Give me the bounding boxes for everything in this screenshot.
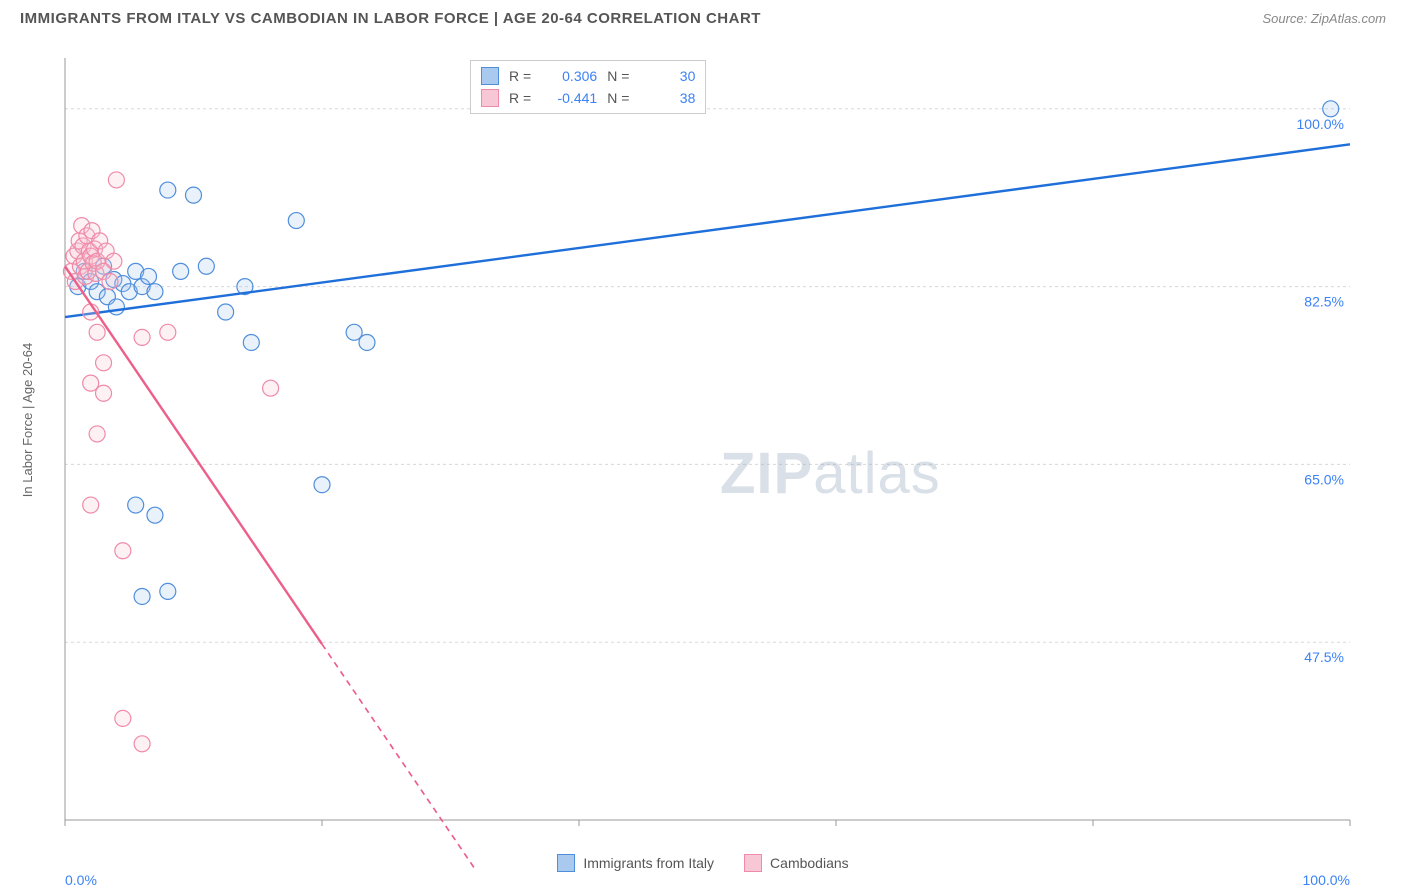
legend-label: Cambodians (770, 855, 849, 871)
n-label: N = (607, 68, 629, 84)
x-tick-label: 0.0% (65, 872, 97, 888)
chart-source: Source: ZipAtlas.com (1262, 11, 1386, 26)
n-label: N = (607, 90, 629, 106)
chart-header: IMMIGRANTS FROM ITALY VS CAMBODIAN IN LA… (0, 0, 1406, 35)
legend-item: Immigrants from Italy (557, 854, 714, 872)
legend-swatch-icon (481, 89, 499, 107)
n-value: 38 (639, 90, 695, 106)
chart-container: In Labor Force | Age 20-64 47.5% 65.0% 82.… (20, 40, 1386, 880)
series-legend: Immigrants from Italy Cambodians (20, 854, 1386, 872)
legend-swatch-icon (481, 67, 499, 85)
r-label: R = (509, 90, 531, 106)
svg-text:82.5%: 82.5% (1304, 294, 1344, 310)
y-axis-label: In Labor Force | Age 20-64 (20, 343, 35, 497)
legend-label: Immigrants from Italy (583, 855, 714, 871)
legend-item: Cambodians (744, 854, 849, 872)
scatter-chart: 47.5% 65.0% 82.5% 100.0% (20, 40, 1386, 880)
legend-swatch-icon (557, 854, 575, 872)
svg-text:65.0%: 65.0% (1304, 471, 1344, 487)
svg-text:100.0%: 100.0% (1297, 116, 1344, 132)
correlation-legend: R = 0.306 N = 30 R = -0.441 N = 38 (470, 60, 706, 114)
chart-title: IMMIGRANTS FROM ITALY VS CAMBODIAN IN LA… (20, 10, 761, 27)
x-tick-label: 100.0% (1303, 872, 1350, 888)
legend-swatch-icon (744, 854, 762, 872)
r-value: 0.306 (541, 68, 597, 84)
legend-row: R = 0.306 N = 30 (481, 65, 695, 87)
r-value: -0.441 (541, 90, 597, 106)
svg-text:47.5%: 47.5% (1304, 649, 1344, 665)
n-value: 30 (639, 68, 695, 84)
legend-row: R = -0.441 N = 38 (481, 87, 695, 109)
r-label: R = (509, 68, 531, 84)
